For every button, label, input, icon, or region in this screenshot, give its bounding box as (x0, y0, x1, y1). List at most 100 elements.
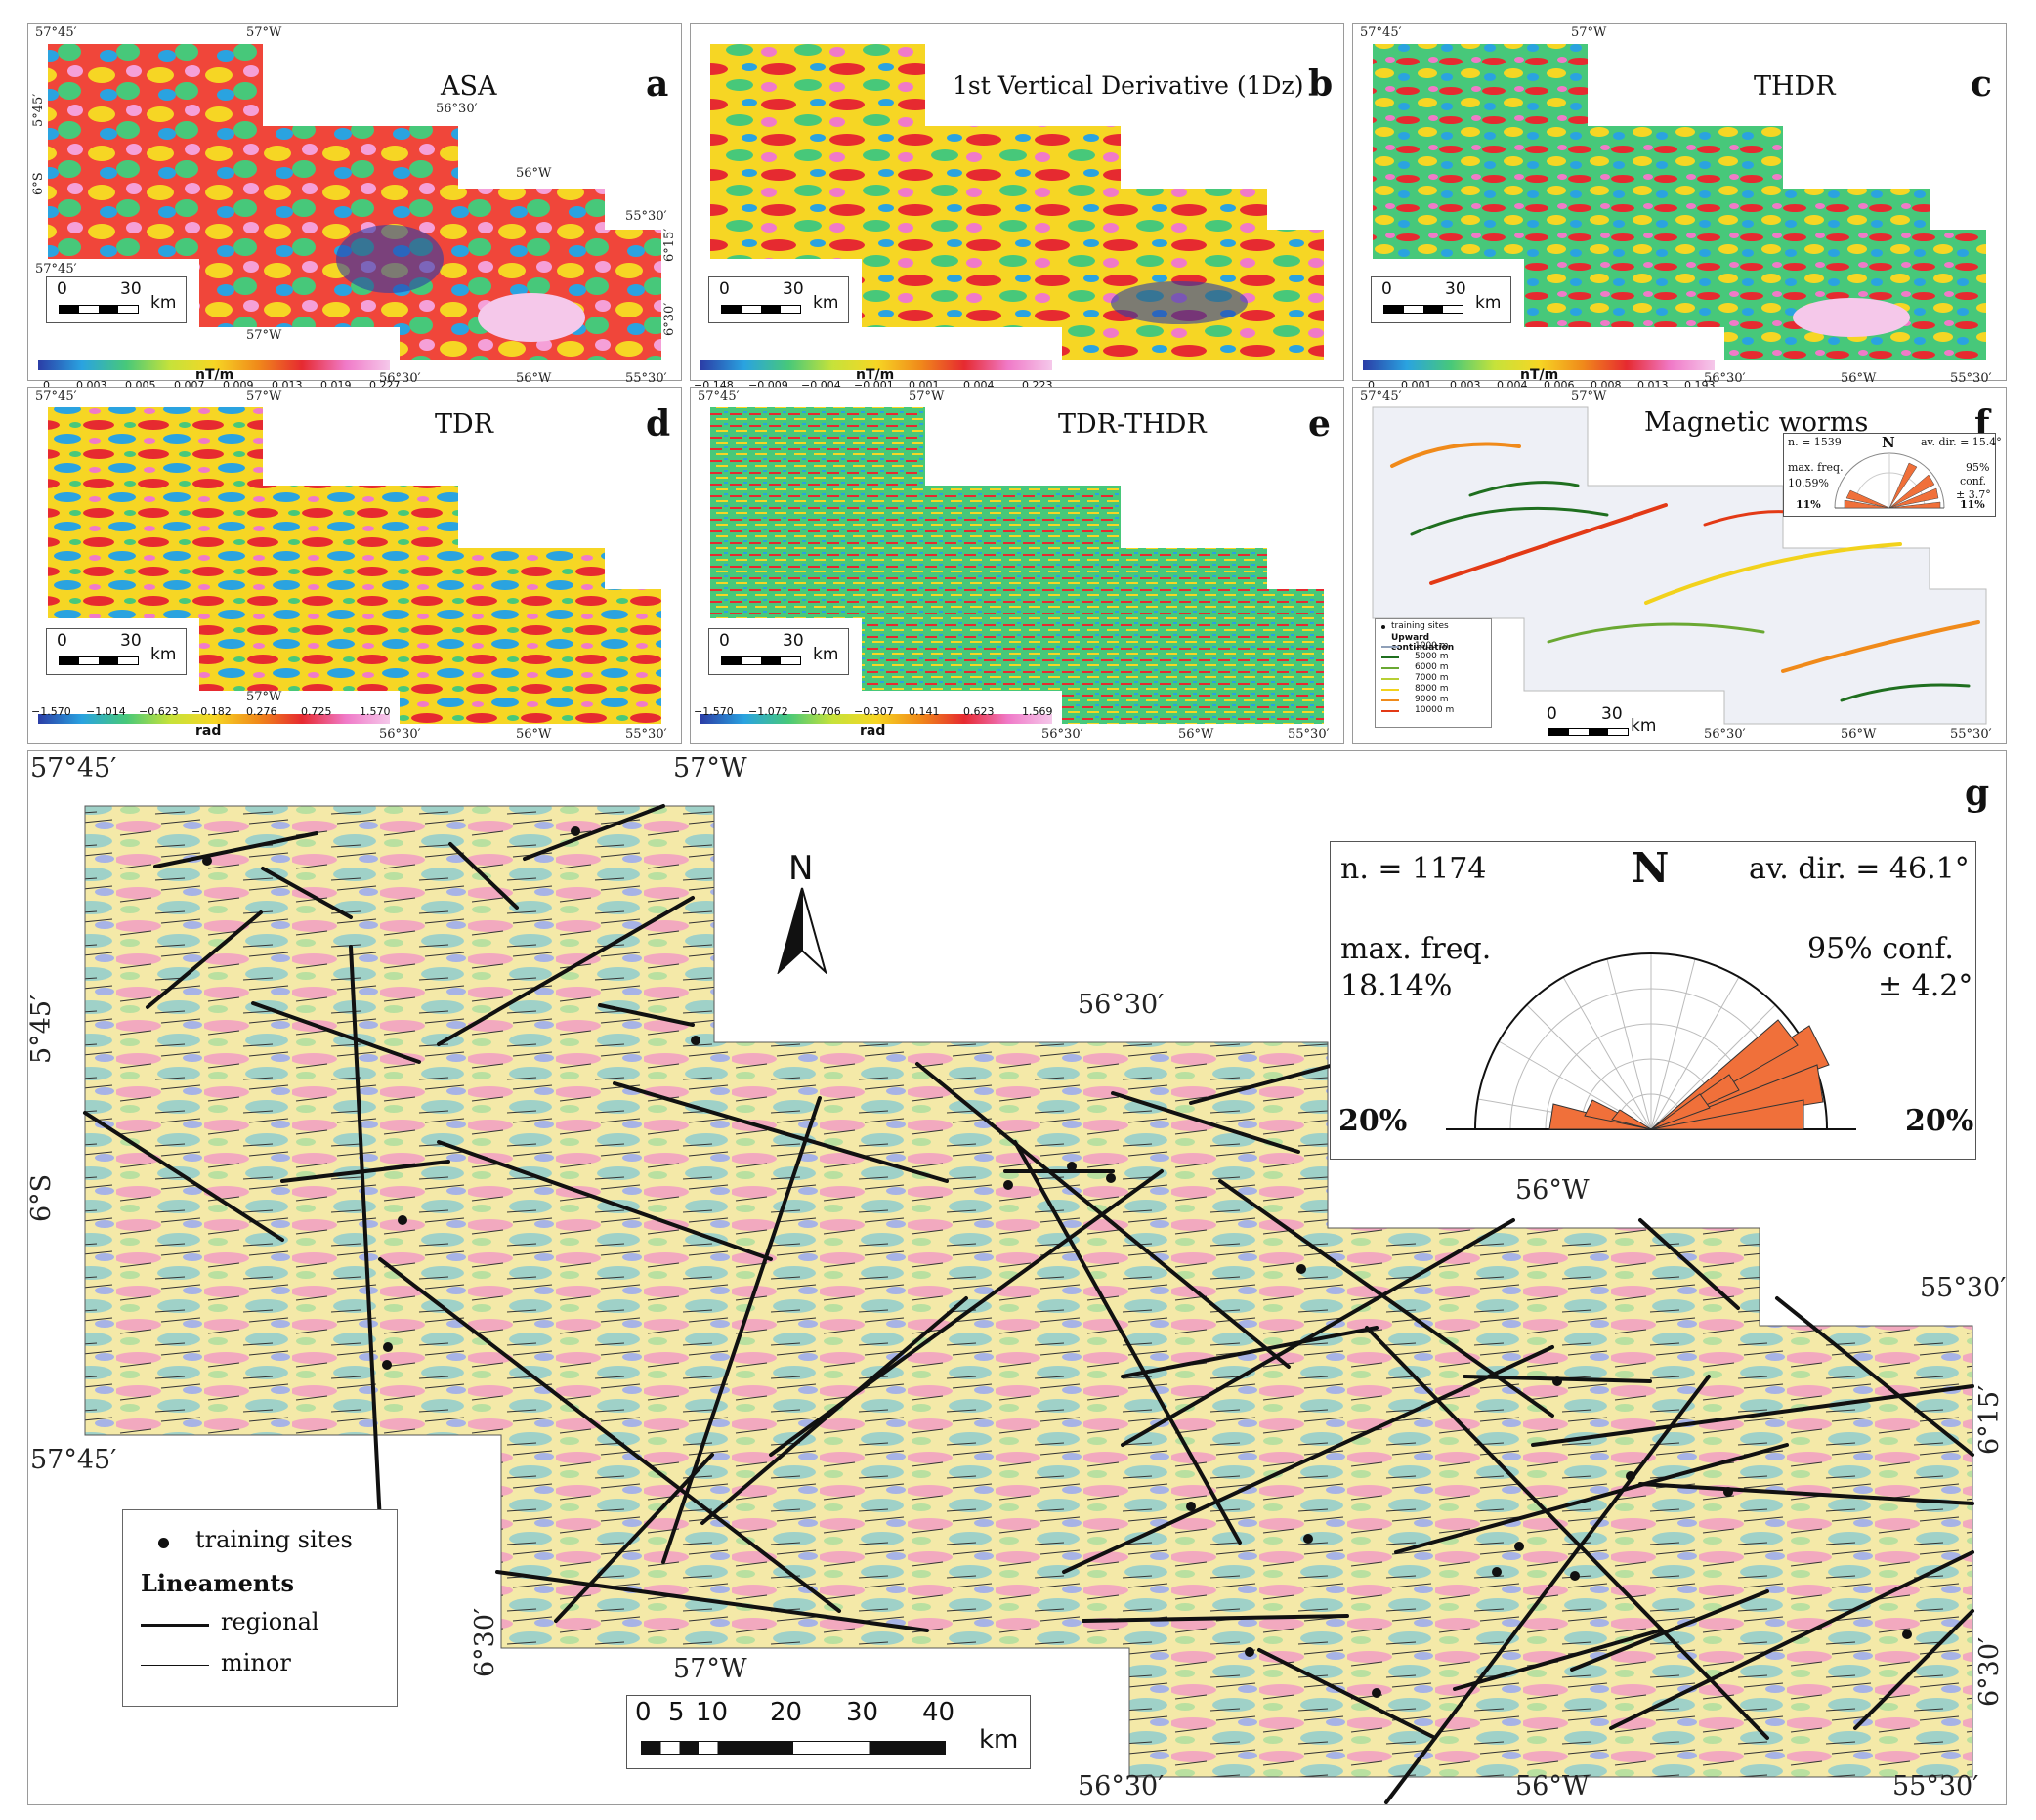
main-coord-b56-30: 56°30′ (1078, 1771, 1165, 1801)
panel-e: TDR-THDR e 0 30 km (690, 387, 1344, 744)
regional-line-icon (141, 1624, 209, 1627)
main-coord-top-57: 57°W (673, 753, 747, 783)
rose-diagram-g: n. = 1174 av. dir. = 46.1° N max. freq. … (1330, 841, 1976, 1160)
rose-plot-g (1446, 952, 1856, 1130)
main-map-area (84, 805, 1973, 1778)
coord-d-b55-30: 55°30′ (625, 727, 667, 741)
coord-a-lat615: 6°15′ (662, 228, 677, 262)
coord-a-lat6: 6°S (31, 172, 46, 195)
coord-e-b56-30: 56°30′ (1041, 727, 1083, 741)
panel-f: Magnetic worms f n. = 1539 av. dir. = 15… (1352, 387, 2007, 744)
scale-bar-e: 0 30 km (708, 628, 849, 675)
main-coord-b55-30: 55°30′ (1892, 1771, 1979, 1801)
coord-a-lat630: 6°30′ (662, 302, 677, 336)
panel-c: THDR c 0 30 km (1352, 23, 2007, 381)
panel-letter-d: d (646, 403, 671, 444)
coord-a-b55-30: 55°30′ (625, 371, 667, 386)
coord-f-b55-30: 55°30′ (1950, 727, 1992, 741)
coord-f-top-57: 57°W (1571, 389, 1607, 403)
coord-e-top-left: 57°45′ (698, 389, 740, 403)
coord-f-top-left: 57°45′ (1360, 389, 1402, 403)
legend-f: training sites Upward continuation 1000 … (1375, 618, 1492, 728)
map-d (48, 407, 661, 724)
coord-e-top-57: 57°W (909, 389, 945, 403)
rose-diagram-f: n. = 1539 av. dir. = 15.4° N max. freq. … (1783, 433, 2002, 517)
panel-title-d: TDR (435, 409, 493, 440)
coord-c-top-57: 57°W (1571, 25, 1607, 40)
coord-f-b56-30: 56°30′ (1704, 727, 1746, 741)
unit-e: rad (860, 723, 886, 739)
coord-c-b56: 56°W (1841, 371, 1877, 386)
main-coord-56-30: 56°30′ (1078, 990, 1165, 1020)
scale-bar-b: 0 30 km (708, 276, 849, 323)
coord-a-55-30: 55°30′ (625, 209, 667, 224)
unit-b: nT/m (856, 367, 895, 383)
unit-a: nT/m (195, 367, 234, 383)
main-coord-lat630-left: 6°30′ (470, 1607, 500, 1677)
coord-a-lat545: 5°45′ (31, 93, 46, 127)
scale-bar-a: 0 30 km (46, 276, 187, 323)
minor-line-icon (141, 1665, 209, 1666)
scale-bar-g: 0 5 10 20 30 40 km (626, 1695, 1031, 1769)
map-e (710, 407, 1324, 724)
coord-c-top-left: 57°45′ (1360, 25, 1402, 40)
main-coord-top-left: 57°45′ (30, 753, 117, 783)
main-coord-lat615: 6°15′ (1974, 1384, 2005, 1455)
main-coord-lat545: 5°45′ (27, 994, 57, 1064)
coord-c-b55-30: 55°30′ (1950, 371, 1992, 386)
coord-a-top-left: 57°45′ (35, 25, 77, 40)
main-coord-left-bottom: 57°45′ (30, 1445, 117, 1475)
colorbar-c (1363, 360, 1715, 370)
unit-d: rad (195, 723, 222, 739)
legend-g: training sites Lineaments regional minor (122, 1509, 398, 1707)
coord-d-b57: 57°W (246, 690, 282, 704)
panel-title-e: TDR-THDR (1058, 409, 1207, 440)
north-arrow: N (773, 849, 841, 974)
coord-a-bl: 57°45′ (35, 262, 77, 276)
scale-bar-d: 0 30 km (46, 628, 187, 675)
main-coord-lat630-right: 6°30′ (1974, 1636, 2005, 1707)
main-coord-b57: 57°W (673, 1654, 747, 1684)
regional-lineaments (83, 804, 1974, 1804)
coord-a-56: 56°W (516, 166, 552, 181)
coord-d-top-57: 57°W (246, 389, 282, 403)
map-c (1373, 44, 1986, 360)
training-sites (202, 826, 1912, 1698)
colorbar-e (700, 714, 1052, 724)
coord-d-b56: 56°W (516, 727, 552, 741)
coord-e-b56: 56°W (1178, 727, 1214, 741)
coord-f-b56: 56°W (1841, 727, 1877, 741)
panel-g: g (27, 750, 2007, 1805)
coord-a-56-30: 56°30′ (436, 102, 478, 116)
coord-a-b56-30: 56°30′ (379, 371, 421, 386)
colorbar-b (700, 360, 1052, 370)
colorbar-a (38, 360, 390, 370)
colorbar-d (38, 714, 390, 724)
panel-b: 1st Vertical Derivative (1Dz) b 0 30 km (690, 23, 1344, 381)
unit-c: nT/m (1520, 367, 1559, 383)
main-coord-56: 56°W (1515, 1175, 1590, 1206)
map-a (48, 44, 661, 360)
panel-letter-c: c (1971, 63, 1992, 105)
panel-d: TDR d 0 30 km (27, 387, 682, 744)
panel-letter-g: g (1965, 773, 1990, 814)
coord-e-b55-30: 55°30′ (1288, 727, 1330, 741)
coord-a-b57: 57°W (246, 328, 282, 343)
north-arrow-icon (777, 887, 827, 974)
coord-a-b56: 56°W (516, 371, 552, 386)
panel-letter-a: a (646, 63, 669, 105)
panel-title-c: THDR (1754, 71, 1836, 102)
main-coord-55-30: 55°30′ (1920, 1273, 2007, 1303)
panel-title-f: Magnetic worms (1644, 407, 1869, 438)
panel-a: ASA a 0 30 km (27, 23, 682, 381)
scale-bar-f: 0 30 km (1543, 704, 1658, 738)
main-coord-lat6: 6°S (27, 1173, 57, 1222)
coord-c-b56-30: 56°30′ (1704, 371, 1746, 386)
scale-bar-c: 0 30 km (1371, 276, 1511, 323)
map-f (1372, 406, 1987, 725)
main-coord-b56: 56°W (1515, 1771, 1590, 1801)
coord-d-b56-30: 56°30′ (379, 727, 421, 741)
panel-title-a: ASA (441, 71, 497, 102)
coord-d-top-left: 57°45′ (35, 389, 77, 403)
panel-title-b: 1st Vertical Derivative (1Dz) (953, 71, 1304, 100)
